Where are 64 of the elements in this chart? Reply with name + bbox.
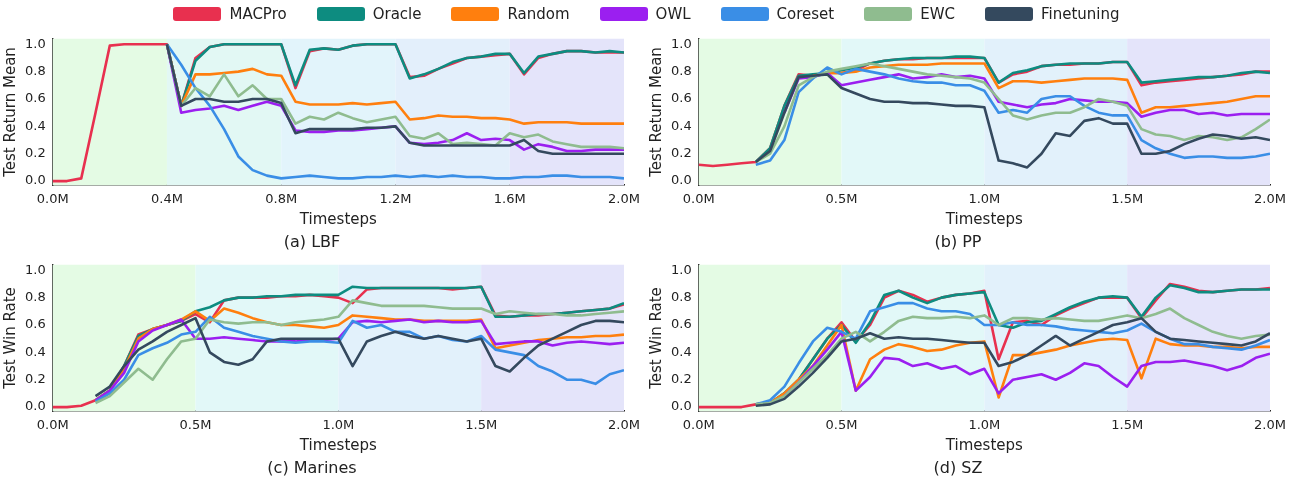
y-tick-label: 0.0	[24, 172, 46, 188]
y-tick-label: 0.6	[670, 90, 692, 106]
x-axis-title: Timesteps	[944, 435, 1023, 454]
y-tick-label: 0.8	[670, 289, 692, 305]
x-tick-label: 0.5M	[825, 417, 858, 433]
x-tick-label: 0.0M	[36, 191, 69, 207]
text: (b) PP	[934, 231, 982, 251]
x-tick-label: 1.6M	[493, 191, 526, 207]
y-tick-label: 0.2	[24, 371, 46, 387]
y-axis-title: Test Return Mean	[0, 47, 19, 178]
legend-label: EWC	[920, 5, 956, 23]
x-tick-label: 2.0M	[1254, 191, 1286, 207]
y-tick-label: 0.0	[670, 172, 692, 188]
legend-label: Coreset	[776, 5, 835, 23]
y-tick-label: 0.8	[670, 63, 692, 79]
y-tick-label: 1.0	[24, 35, 46, 51]
x-tick-label: 0.8M	[265, 191, 298, 207]
x-axis-title: Timesteps	[298, 435, 377, 454]
x-tick-label: 0.5M	[179, 417, 212, 433]
x-tick-label: 1.5M	[1111, 417, 1144, 433]
text: (c) Marines	[267, 457, 357, 477]
y-tick-label: 1.0	[670, 35, 692, 51]
legend-label: OWL	[655, 5, 691, 23]
legend-label: Random	[507, 5, 570, 23]
y-tick-label: 1.0	[24, 261, 46, 277]
y-tick-label: 0.4	[670, 117, 692, 133]
y-axis-title: Test Return Mean	[646, 47, 665, 178]
y-tick-label: 0.6	[24, 90, 46, 106]
y-tick-label: 0.8	[24, 63, 46, 79]
x-tick-label: 1.5M	[465, 417, 498, 433]
legend-label: Oracle	[372, 5, 422, 23]
legend-label: Finetuning	[1041, 5, 1120, 23]
legend-label: MACPro	[229, 5, 287, 23]
text: (a) LBF	[283, 231, 341, 251]
y-tick-label: 0.2	[670, 371, 692, 387]
y-tick-label: 0.4	[24, 117, 46, 133]
y-axis-title: Test Win Rate	[0, 287, 19, 390]
x-tick-label: 1.0M	[968, 417, 1001, 433]
y-tick-label: 0.4	[24, 343, 46, 359]
x-tick-label: 1.2M	[379, 191, 412, 207]
x-tick-label: 0.4M	[150, 191, 183, 207]
x-tick-label: 0.5M	[825, 191, 858, 207]
x-axis-title: Timesteps	[298, 209, 377, 228]
x-tick-label: 0.0M	[682, 191, 715, 207]
x-axis-title: Timesteps	[944, 209, 1023, 228]
x-tick-label: 1.0M	[322, 417, 355, 433]
y-tick-label: 0.0	[24, 398, 46, 414]
y-tick-label: 1.0	[670, 261, 692, 277]
text: (d) SZ	[933, 457, 983, 477]
x-tick-label: 2.0M	[1254, 417, 1286, 433]
y-tick-label: 0.2	[24, 145, 46, 161]
y-tick-label: 0.0	[670, 398, 692, 414]
y-tick-label: 0.8	[24, 289, 46, 305]
x-tick-label: 1.0M	[968, 191, 1001, 207]
y-tick-label: 0.6	[670, 316, 692, 332]
y-tick-label: 0.2	[670, 145, 692, 161]
x-tick-label: 2.0M	[608, 191, 640, 207]
y-tick-label: 0.6	[24, 316, 46, 332]
x-tick-label: 1.5M	[1111, 191, 1144, 207]
x-tick-label: 0.0M	[682, 417, 715, 433]
y-axis-title: Test Win Rate	[646, 287, 665, 390]
x-tick-label: 2.0M	[608, 417, 640, 433]
y-tick-label: 0.4	[670, 343, 692, 359]
x-tick-label: 0.0M	[36, 417, 69, 433]
